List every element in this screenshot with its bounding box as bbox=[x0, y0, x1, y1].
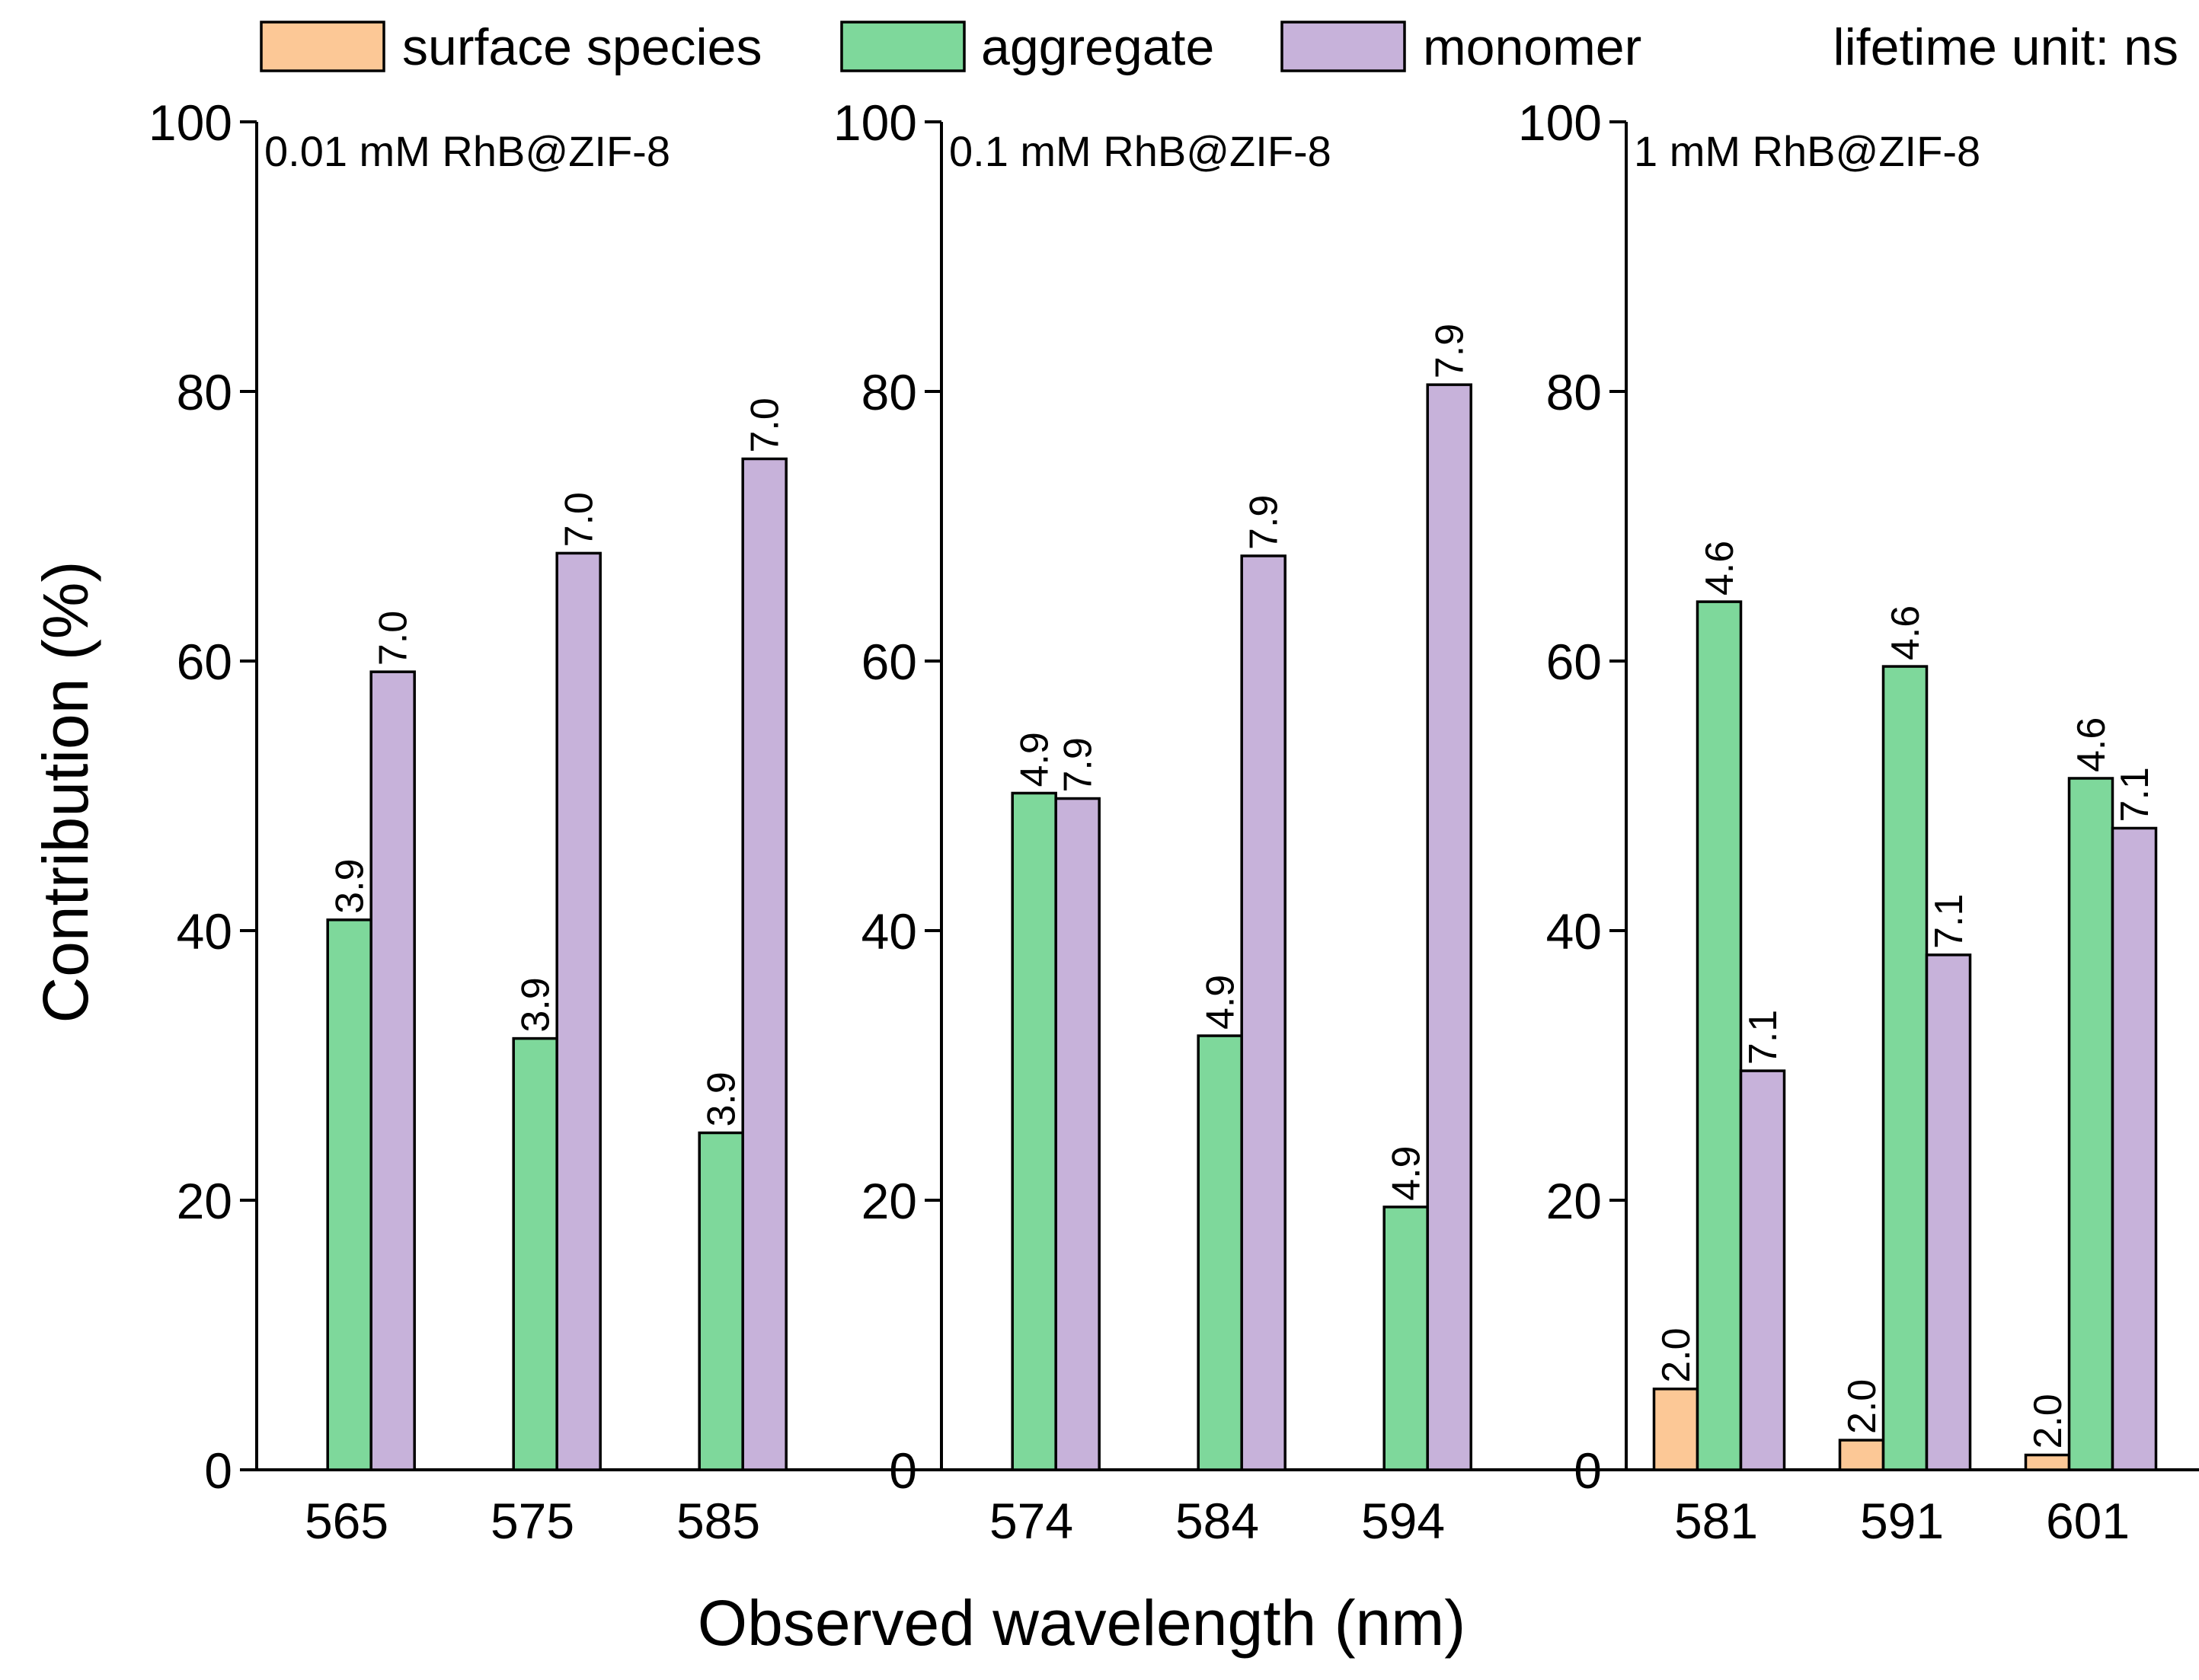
data-label-surface-601: 2.0 bbox=[2026, 1394, 2070, 1448]
data-label-aggregate-591: 4.6 bbox=[1884, 605, 1928, 660]
y-tick-label: 20 bbox=[1546, 1173, 1602, 1229]
data-label-monomer-594: 7.9 bbox=[1428, 324, 1472, 378]
y-tick-label: 100 bbox=[833, 94, 917, 151]
y-axis-title: Contribution (%) bbox=[30, 561, 101, 1024]
bar-aggregate-565 bbox=[326, 918, 372, 1471]
panel-title: 1 mM RhB@ZIF-8 bbox=[1634, 127, 1980, 175]
data-label-monomer-565: 7.0 bbox=[372, 611, 416, 666]
bar-monomer-585 bbox=[741, 457, 788, 1471]
bar-monomer-594 bbox=[1426, 383, 1472, 1471]
x-tick-label: 591 bbox=[1860, 1493, 1944, 1549]
bar-aggregate-574 bbox=[1011, 791, 1057, 1471]
bar-surface-601 bbox=[2024, 1453, 2071, 1471]
data-label-aggregate-565: 3.9 bbox=[328, 859, 372, 914]
legend-swatch-monomer bbox=[1280, 21, 1406, 72]
bar-monomer-574 bbox=[1054, 797, 1101, 1471]
y-tick-label: 40 bbox=[1546, 903, 1602, 960]
bar-surface-581 bbox=[1652, 1388, 1699, 1471]
bar-aggregate-581 bbox=[1696, 600, 1743, 1471]
data-label-aggregate-575: 3.9 bbox=[514, 977, 558, 1032]
legend-swatch-aggregate bbox=[840, 21, 966, 72]
x-axis-title: Observed wavelength (nm) bbox=[698, 1587, 1465, 1659]
x-tick-label: 601 bbox=[2046, 1493, 2130, 1549]
panel-title: 0.1 mM RhB@ZIF-8 bbox=[949, 127, 1331, 175]
bar-monomer-575 bbox=[555, 551, 602, 1471]
x-tick-label: 585 bbox=[676, 1493, 760, 1549]
legend-swatch-surface-species bbox=[260, 21, 385, 72]
y-tick-label: 80 bbox=[1546, 364, 1602, 420]
x-tick-label: 574 bbox=[989, 1493, 1073, 1549]
bar-monomer-581 bbox=[1739, 1069, 1786, 1471]
y-tick-label: 0 bbox=[1574, 1442, 1602, 1499]
x-tick-label: 584 bbox=[1175, 1493, 1259, 1549]
bar-monomer-565 bbox=[369, 670, 416, 1471]
y-tick-label: 60 bbox=[177, 634, 232, 690]
data-label-monomer-581: 7.1 bbox=[1741, 1010, 1785, 1065]
bar-surface-591 bbox=[1838, 1439, 1885, 1471]
y-tick-label: 40 bbox=[861, 903, 917, 960]
data-label-monomer-575: 7.0 bbox=[558, 492, 602, 547]
bar-monomer-591 bbox=[1925, 953, 1972, 1471]
bar-aggregate-591 bbox=[1881, 665, 1929, 1471]
y-tick-label: 20 bbox=[177, 1173, 232, 1229]
y-tick-label: 60 bbox=[1546, 634, 1602, 690]
data-label-aggregate-584: 4.9 bbox=[1199, 975, 1243, 1030]
data-label-surface-581: 2.0 bbox=[1654, 1328, 1699, 1383]
data-label-aggregate-585: 3.9 bbox=[700, 1072, 744, 1126]
panel-title: 0.01 mM RhB@ZIF-8 bbox=[264, 127, 670, 175]
panels: 0 20 40 60 80 100 0.01 mM RhB@ZIF-8 3.9 7.0 565 3.… bbox=[149, 94, 2199, 1549]
y-tick-label: 0 bbox=[204, 1442, 232, 1499]
lifetime-unit-note: lifetime unit: ns bbox=[1833, 18, 2178, 76]
bar-aggregate-575 bbox=[512, 1036, 558, 1471]
data-label-monomer-601: 7.1 bbox=[2113, 767, 2157, 822]
bar-monomer-584 bbox=[1240, 554, 1286, 1471]
y-tick-label: 100 bbox=[149, 94, 232, 151]
legend-label-aggregate: aggregate bbox=[981, 18, 1214, 76]
legend-label-surface-species: surface species bbox=[402, 18, 762, 76]
legend: surface species aggregate monomer lifeti… bbox=[260, 18, 2178, 76]
y-tick-label: 0 bbox=[889, 1442, 917, 1499]
bar-monomer-601 bbox=[2111, 826, 2158, 1471]
data-label-aggregate-581: 4.6 bbox=[1698, 541, 1742, 596]
y-tick-label: 20 bbox=[861, 1173, 917, 1229]
y-tick-label: 80 bbox=[861, 364, 917, 420]
y-tick-label: 60 bbox=[861, 634, 917, 690]
data-label-aggregate-574: 4.9 bbox=[1013, 732, 1057, 787]
y-tick-label: 40 bbox=[177, 903, 232, 960]
x-tick-label: 565 bbox=[305, 1493, 388, 1549]
data-label-monomer-574: 7.9 bbox=[1056, 737, 1101, 792]
bar-aggregate-584 bbox=[1197, 1034, 1243, 1471]
panel-1: 0 20 40 60 80 100 0.01 mM RhB@ZIF-8 3.9 7.0 565 3.… bbox=[149, 94, 1072, 1549]
bar-aggregate-594 bbox=[1382, 1206, 1429, 1471]
data-label-aggregate-601: 4.6 bbox=[2070, 717, 2114, 772]
data-label-surface-591: 2.0 bbox=[1840, 1379, 1884, 1434]
y-tick-label: 100 bbox=[1518, 94, 1602, 151]
data-label-aggregate-594: 4.9 bbox=[1385, 1146, 1429, 1201]
legend-label-monomer: monomer bbox=[1423, 18, 1641, 76]
data-label-monomer-584: 7.9 bbox=[1242, 495, 1286, 550]
bar-aggregate-585 bbox=[698, 1131, 744, 1471]
x-tick-label: 594 bbox=[1361, 1493, 1445, 1549]
data-label-monomer-585: 7.0 bbox=[743, 398, 788, 452]
data-label-monomer-591: 7.1 bbox=[1927, 894, 1971, 949]
bar-aggregate-601 bbox=[2067, 777, 2114, 1471]
y-tick-label: 80 bbox=[177, 364, 232, 420]
x-tick-label: 575 bbox=[491, 1493, 574, 1549]
x-tick-label: 581 bbox=[1674, 1493, 1758, 1549]
